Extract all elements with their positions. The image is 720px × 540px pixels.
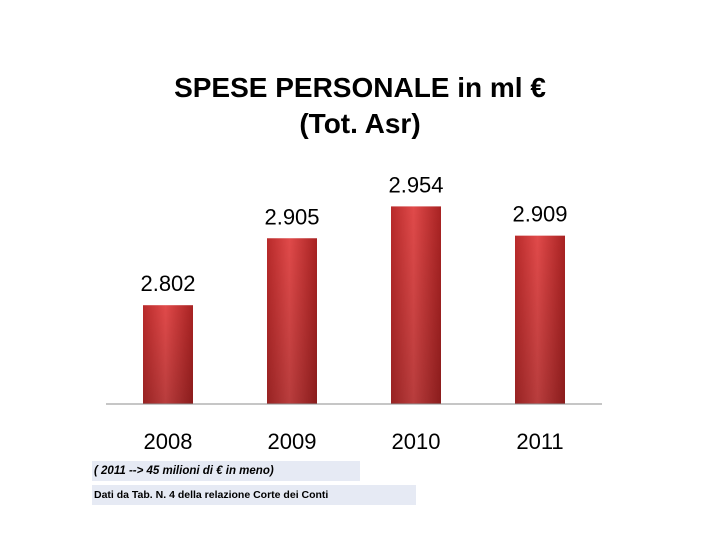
tick-label-2011: 2011 — [516, 429, 563, 454]
bar-shade-2010 — [391, 206, 441, 404]
bar-shade-2011 — [515, 235, 565, 404]
value-label-2008: 2.802 — [140, 271, 195, 296]
bar-shade-2008 — [143, 305, 193, 404]
value-label-2010: 2.954 — [388, 172, 443, 197]
tick-label-2008: 2008 — [144, 429, 193, 454]
tick-label-2010: 2010 — [392, 429, 441, 454]
note-source: Dati da Tab. N. 4 della relazione Corte … — [92, 485, 416, 505]
bar-shade-2009 — [267, 238, 317, 404]
note-difference-2011: ( 2011 --> 45 milioni di € in meno) — [92, 461, 360, 481]
chart-title-line-2: (Tot. Asr) — [299, 108, 421, 139]
chart-title: SPESE PERSONALE in ml € (Tot. Asr) — [0, 70, 720, 142]
value-label-2011: 2.909 — [512, 202, 567, 227]
value-label-2009: 2.905 — [264, 204, 319, 229]
tick-label-2009: 2009 — [268, 429, 317, 454]
chart-title-line-1: SPESE PERSONALE in ml € — [174, 72, 546, 103]
